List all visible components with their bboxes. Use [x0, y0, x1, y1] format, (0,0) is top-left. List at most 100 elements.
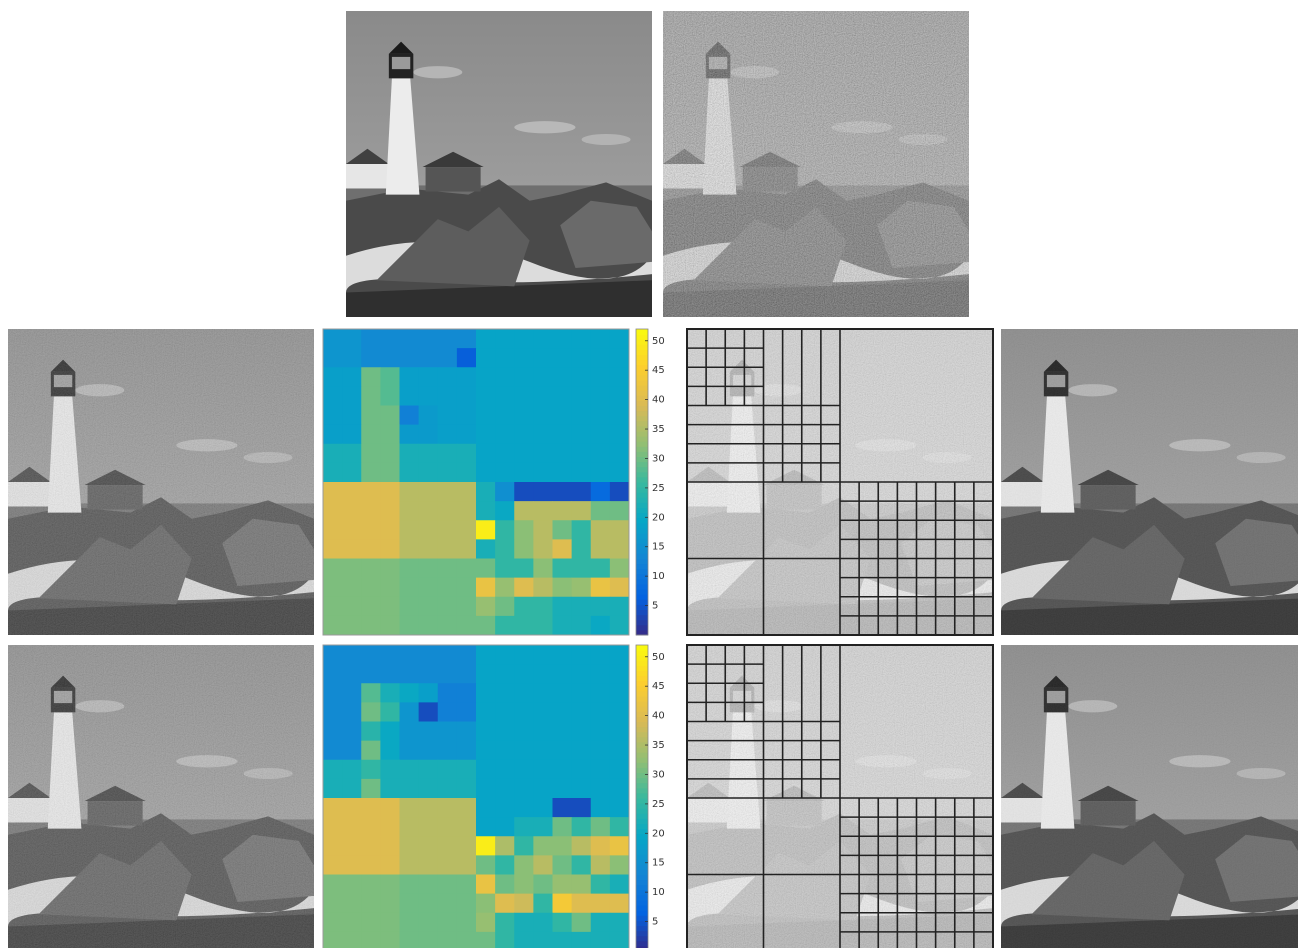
heatmap-cell — [591, 329, 611, 349]
heatmap-cell — [514, 894, 534, 914]
colorbar-segment — [636, 385, 648, 391]
heatmap-cell — [380, 932, 400, 948]
heatmap-cell — [591, 616, 611, 636]
heatmap-cell — [591, 501, 611, 521]
heatmap-cell — [533, 329, 553, 349]
photo — [687, 329, 993, 635]
heatmap-cell — [572, 329, 592, 349]
colorbar-segment — [636, 329, 648, 335]
colorbar-segment — [636, 773, 648, 779]
heatmap-cell — [380, 798, 400, 818]
heatmap-cell — [380, 664, 400, 684]
heatmap-cell — [495, 702, 515, 722]
colorbar-segment — [636, 594, 648, 600]
heatmap-cell — [610, 559, 630, 579]
colorbar-tick-label: 35 — [652, 424, 665, 435]
heatmap-cell — [342, 817, 362, 837]
colorbar-segment — [636, 665, 648, 671]
heatmap-cell — [533, 578, 553, 598]
heatmap-cell — [361, 597, 381, 617]
heatmap-cell — [438, 913, 458, 933]
heatmap-cell — [610, 597, 630, 617]
heatmap-cell — [572, 798, 592, 818]
heatmap-cell — [400, 913, 420, 933]
colorbar-segment — [636, 880, 648, 886]
colorbar-segment — [636, 482, 648, 488]
heatmap-cell — [323, 444, 343, 464]
heatmap-cell — [514, 836, 534, 856]
heatmap-cell — [572, 855, 592, 875]
heatmap-cell — [476, 913, 496, 933]
heatmap-cell — [572, 683, 592, 703]
colorbar-segment — [636, 783, 648, 789]
heatmap-cell — [361, 329, 381, 349]
colorbar-segment — [636, 370, 648, 376]
colorbar-segment — [636, 752, 648, 758]
colorbar-segment — [636, 757, 648, 763]
heatmap-cell — [591, 348, 611, 368]
heatmap-cell — [380, 683, 400, 703]
heatmap-cell — [476, 386, 496, 406]
heatmap-cell — [572, 386, 592, 406]
heatmap-cell — [380, 702, 400, 722]
heatmap-cell — [361, 578, 381, 598]
heatmap-cell — [457, 539, 477, 559]
heatmap-cell — [400, 779, 420, 799]
heatmap-cell — [533, 463, 553, 483]
heatmap-cell — [610, 894, 630, 914]
heatmap-cell — [438, 616, 458, 636]
heatmap-cell — [380, 482, 400, 502]
heatmap-cell — [476, 578, 496, 598]
heatmap-cell — [553, 779, 573, 799]
heatmap-cell — [323, 501, 343, 521]
heatmap-cell — [400, 578, 420, 598]
heatmap-cell — [514, 406, 534, 426]
heatmap-cell — [476, 932, 496, 948]
heatmap-cell — [514, 932, 534, 948]
heatmap-cell — [457, 482, 477, 502]
colorbar-segment — [636, 569, 648, 575]
heatmap-cell — [514, 501, 534, 521]
heatmap-cell — [438, 798, 458, 818]
heatmap-cell — [476, 817, 496, 837]
colorbar-tick-label: 10 — [652, 887, 665, 898]
heatmap-cell — [514, 798, 534, 818]
colorbar-segment — [636, 502, 648, 508]
heatmap-cell — [553, 855, 573, 875]
heatmap-cell — [572, 894, 592, 914]
heatmap-cell — [610, 664, 630, 684]
heatmap-cell — [361, 875, 381, 895]
colorbar-segment — [636, 818, 648, 824]
heatmap-cell — [361, 741, 381, 761]
heatmap-cell — [400, 329, 420, 349]
heatmap-cell — [457, 597, 477, 617]
heatmap-cell — [553, 597, 573, 617]
colorbar-segment — [636, 645, 648, 651]
heatmap-cell — [419, 875, 439, 895]
colorbar-segment — [636, 926, 648, 932]
colorbar-segment — [636, 564, 648, 570]
colorbar-segment — [636, 457, 648, 463]
colorbar-tick-label: 50 — [652, 652, 665, 663]
heatmap-cell — [380, 722, 400, 742]
heatmap-cell — [419, 932, 439, 948]
heatmap-cell — [419, 722, 439, 742]
heatmap-cell — [457, 722, 477, 742]
heatmap-cell — [533, 875, 553, 895]
colorbar-segment — [636, 839, 648, 845]
heatmap-cell — [495, 501, 515, 521]
heatmap-cell — [495, 616, 515, 636]
heatmap-cell — [380, 444, 400, 464]
heatmap-cell — [553, 520, 573, 540]
heatmap-cell — [342, 760, 362, 780]
colorbar-segment — [636, 360, 648, 366]
heatmap-cell — [533, 520, 553, 540]
colorbar-segment — [636, 747, 648, 753]
heatmap-cell — [495, 539, 515, 559]
colorbar-segment — [636, 584, 648, 590]
heatmap-cell — [610, 406, 630, 426]
heatmap-cell — [591, 367, 611, 387]
heatmap-cell — [419, 482, 439, 502]
heatmap-cell — [533, 913, 553, 933]
heatmap-cell — [419, 855, 439, 875]
